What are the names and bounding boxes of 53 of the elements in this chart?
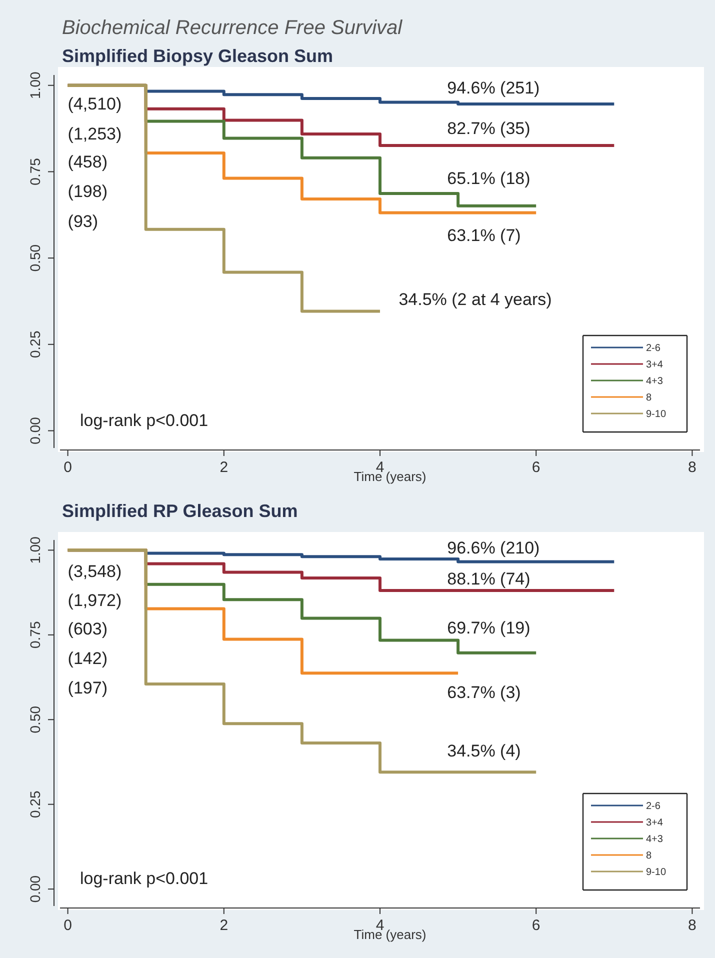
- y-tick-label: 1.00: [27, 536, 43, 564]
- annotation: 82.7% (35): [447, 119, 530, 138]
- annotation: 94.6% (251): [447, 78, 540, 98]
- text: 2-6: [646, 343, 661, 354]
- x-tick-label: 8: [688, 917, 696, 934]
- y-tick-label: 0.50: [27, 706, 43, 734]
- y-tick-label: 0.75: [27, 621, 43, 649]
- x-tick-label: 2: [220, 917, 228, 934]
- y-tick-label: 0.25: [27, 330, 43, 358]
- y-tick-label: 0.00: [27, 875, 43, 903]
- y-tick-label: 1.00: [27, 72, 43, 99]
- text: 3+4: [646, 360, 664, 370]
- x-tick-label: 0: [64, 459, 72, 476]
- annotation: log-rank p<0.001: [80, 410, 208, 430]
- y-tick-label: 0.50: [27, 244, 43, 272]
- chart-subtitle: Simplified Biopsy Gleason Sum: [62, 46, 334, 66]
- text: 9-10: [646, 867, 666, 878]
- chart-title: Biochemical Recurrence Free Survival: [62, 17, 403, 39]
- annotation: 69.7% (19): [447, 618, 530, 638]
- annotation: 96.6% (210): [447, 538, 540, 558]
- x-tick-label: 6: [532, 917, 540, 934]
- annotation: (603): [68, 620, 108, 639]
- annotation: (458): [68, 152, 108, 172]
- annotation: (93): [68, 212, 98, 232]
- annotation: (197): [68, 678, 108, 698]
- text: 8: [646, 850, 652, 862]
- annotation: (198): [68, 182, 108, 201]
- y-tick-label: 0.00: [27, 416, 43, 444]
- annotation: 63.1% (7): [447, 226, 521, 245]
- x-tick-label: 0: [64, 917, 72, 934]
- annotation: 65.1% (18): [447, 168, 530, 188]
- annotation: (1,253): [68, 124, 122, 144]
- text: 8: [646, 392, 652, 404]
- x-tick-label: 8: [688, 459, 696, 476]
- text: 2-6: [646, 801, 661, 812]
- text: 3+4: [646, 818, 664, 828]
- text: 9-10: [646, 409, 666, 420]
- annotation: (4,510): [68, 94, 122, 114]
- annotation: 63.7% (3): [447, 682, 521, 702]
- annotation: 34.5% (4): [447, 742, 521, 761]
- text: 4+3: [646, 834, 664, 845]
- annotation: log-rank p<0.001: [80, 868, 208, 888]
- annotation: (1,972): [68, 590, 122, 610]
- annotation: (3,548): [68, 562, 122, 582]
- annotation: 34.5% (2 at 4 years): [398, 290, 552, 310]
- x-tick-label: 2: [220, 459, 228, 476]
- text: 4+3: [646, 376, 664, 387]
- y-tick-label: 0.25: [27, 790, 43, 818]
- annotation: (142): [68, 648, 108, 668]
- y-tick-label: 0.75: [27, 158, 43, 186]
- x-tick-label: 6: [532, 459, 540, 476]
- annotation: 88.1% (74): [447, 570, 530, 589]
- chart-title: Simplified RP Gleason Sum: [62, 501, 298, 521]
